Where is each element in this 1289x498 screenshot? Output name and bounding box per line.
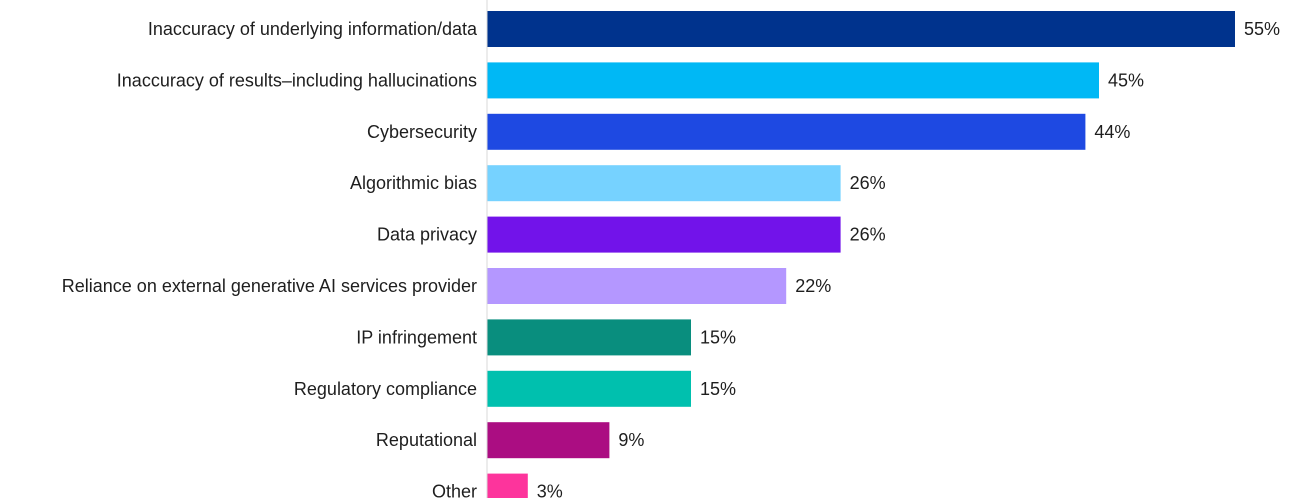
bar [487,422,610,459]
value-label: 44% [1094,122,1130,142]
value-label: 55% [1244,19,1280,39]
category-label: Reliance on external generative AI servi… [62,276,477,296]
category-label: Data privacy [377,225,477,245]
category-label: IP infringement [356,327,477,347]
value-label: 26% [850,225,886,245]
bar [487,319,691,356]
bar [487,268,787,304]
category-label: Reputational [376,430,477,450]
value-label: 9% [618,430,644,450]
value-label: 15% [700,327,736,347]
value-label: 45% [1108,70,1144,90]
bar [487,62,1099,99]
value-label: 15% [700,379,736,399]
value-label: 22% [795,276,831,296]
category-label: Inaccuracy of results–including hallucin… [117,70,477,90]
value-labels: 55% 45% 44% 26% 26% 22% 15% 15% 9% 3% [537,19,1280,498]
value-label: 3% [537,482,563,498]
value-label: 26% [850,173,886,193]
bar [487,113,1086,150]
bar [487,473,528,498]
bar [487,11,1235,47]
bar [487,216,841,253]
category-labels: Inaccuracy of underlying information/dat… [62,19,478,498]
category-label: Cybersecurity [367,122,477,142]
bars [487,11,1235,498]
bar [487,165,841,202]
category-label: Algorithmic bias [350,173,477,193]
bar [487,370,691,407]
category-label: Inaccuracy of underlying information/dat… [148,19,478,39]
category-label: Regulatory compliance [294,379,477,399]
category-label: Other [432,482,477,498]
